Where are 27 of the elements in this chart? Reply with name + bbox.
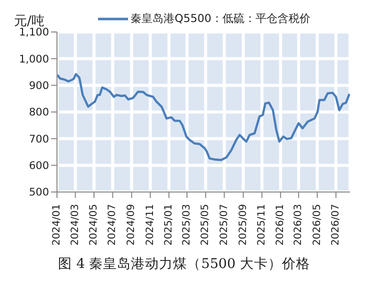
line-series [57, 73, 350, 162]
x-tick-label: 2025/09 [238, 204, 249, 246]
text: 图 4 秦皇岛港动力煤（5500 大卡）价格 [57, 255, 311, 273]
x-tick-label: 2025/07 [218, 204, 230, 246]
x-tick-label: 2024/03 [70, 204, 81, 246]
x-tick-label: 2025/11 [256, 204, 268, 246]
y-axis-title: 元/吨 [14, 13, 44, 29]
y-tick-label: 900 [28, 80, 49, 92]
x-tick-label: 2026/03 [293, 204, 304, 246]
x-tick-label: 2025/01 [163, 204, 174, 246]
y-tick-label: 800 [28, 106, 49, 119]
legend-label: 秦皇岛港Q5500：低硫：平仓含税价 [130, 11, 310, 26]
y-tick-label: 500 [28, 186, 49, 199]
x-tick-label: 2025/05 [200, 204, 212, 246]
x-tick-label: 2026/01 [275, 204, 286, 246]
x-tick-label: 2026/05 [312, 204, 323, 246]
y-tick-label: 700 [28, 133, 49, 146]
x-tick-label: 2024/07 [107, 204, 118, 246]
x-tick-label: 2026/07 [330, 204, 342, 246]
x-tick-label: 2025/03 [181, 204, 192, 246]
x-tick-label: 2024/05 [88, 204, 100, 246]
y-tick-label: 600 [28, 160, 49, 172]
x-tick-label: 2024/11 [144, 204, 156, 246]
x-tick-label: 2024/09 [126, 204, 138, 246]
y-tick-label: 1,000 [18, 53, 49, 66]
x-tick-label: 2024/01 [52, 204, 62, 246]
y-tick-label: 1,100 [18, 26, 49, 39]
